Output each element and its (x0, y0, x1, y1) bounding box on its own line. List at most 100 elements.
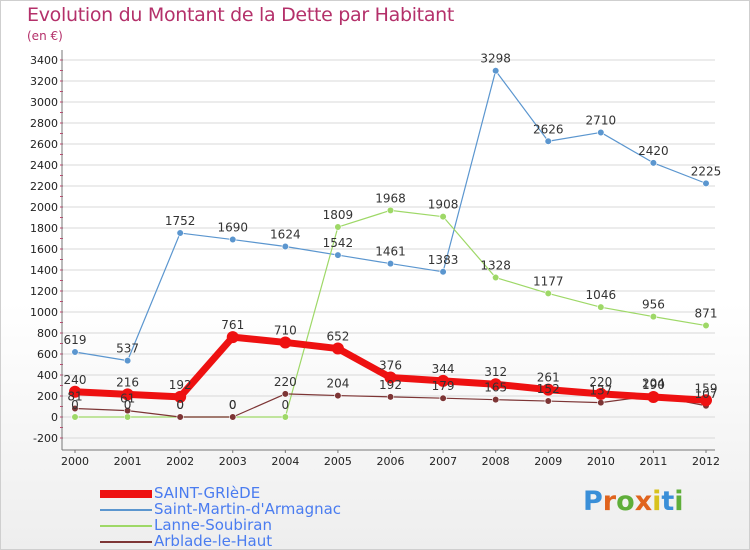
logo-letter: r (602, 486, 617, 517)
data-label: 376 (379, 359, 402, 373)
data-label: 3298 (480, 52, 511, 66)
y-tick-label: 2200 (30, 180, 58, 193)
data-point (492, 273, 500, 282)
data-point (71, 348, 79, 356)
y-tick-label: 3000 (30, 96, 58, 109)
data-label: 137 (589, 384, 612, 398)
data-point (386, 259, 395, 268)
data-label: 204 (642, 377, 665, 391)
data-point (439, 213, 447, 221)
y-tick-label: 600 (37, 348, 58, 361)
data-label: 0 (229, 398, 237, 412)
data-point (281, 413, 289, 421)
data-label: 1383 (428, 253, 459, 267)
y-tick-label: 400 (37, 369, 58, 382)
logo-letter: x (634, 486, 653, 517)
y-tick-label: 3200 (30, 75, 58, 88)
logo-letter: P (583, 486, 603, 517)
data-point (649, 159, 658, 167)
y-tick-label: 3400 (30, 54, 58, 67)
y-tick-label: -200 (33, 432, 58, 445)
data-label: 0 (176, 398, 184, 412)
x-tick-label: 2003 (219, 455, 247, 468)
data-label: 1046 (586, 288, 617, 302)
data-point (492, 67, 500, 75)
x-tick-label: 2007 (429, 455, 457, 468)
y-tick-label: 2600 (30, 138, 58, 151)
y-tick-label: 1600 (30, 243, 58, 256)
data-label: 240 (64, 373, 87, 387)
data-point (700, 394, 712, 407)
data-point (544, 289, 552, 298)
legend-label-1: Saint-Martin-d'Armagnac (154, 500, 342, 518)
data-label: 1968 (375, 191, 406, 205)
data-point (649, 313, 658, 321)
x-tick-label: 2000 (61, 455, 89, 468)
data-point (334, 251, 342, 259)
data-point (123, 357, 132, 365)
data-label: 179 (432, 379, 455, 393)
data-label: 1809 (323, 208, 354, 222)
data-label: 261 (537, 371, 560, 385)
y-tick-label: 2800 (30, 117, 58, 130)
data-point (597, 399, 605, 407)
data-point (544, 137, 552, 145)
data-label: 81 (67, 389, 82, 403)
data-point (71, 413, 79, 421)
legend-swatch-3 (100, 541, 152, 543)
x-tick-label: 2005 (324, 455, 352, 468)
data-label: 619 (64, 333, 87, 347)
chart-title: Evolution du Montant de la Dette par Hab… (27, 4, 455, 26)
data-point (229, 413, 237, 421)
y-tick-label: 200 (37, 390, 58, 403)
data-point (702, 321, 710, 330)
data-point (386, 206, 395, 214)
data-label: 537 (116, 342, 139, 356)
data-label: 1624 (270, 227, 301, 241)
data-point (544, 397, 552, 405)
data-label: 0 (71, 398, 79, 412)
data-label: 1461 (375, 245, 406, 259)
legend-label-3: Arblade-le-Haut (154, 532, 273, 550)
data-label: 710 (274, 323, 297, 337)
data-point (71, 404, 79, 413)
data-label: 216 (116, 375, 139, 389)
data-label: 1328 (480, 259, 511, 273)
logo-letter: o (616, 486, 635, 517)
data-label: 220 (589, 375, 612, 389)
y-tick-label: 1200 (30, 285, 58, 298)
data-label: 192 (379, 378, 402, 392)
data-point (121, 388, 134, 401)
x-tick-label: 2011 (639, 455, 667, 468)
data-point (542, 383, 555, 396)
x-tick-label: 2004 (271, 455, 299, 468)
data-point (176, 413, 184, 421)
data-label: 107 (695, 387, 718, 401)
logo-letter: i (674, 486, 684, 517)
x-tick-label: 2008 (482, 455, 510, 468)
x-tick-label: 2002 (166, 455, 194, 468)
data-label: 2420 (638, 144, 669, 158)
data-point (331, 342, 344, 355)
data-label: 0 (282, 398, 290, 412)
data-label: 204 (326, 377, 349, 391)
data-label: 0 (229, 398, 237, 412)
x-tick-label: 2001 (114, 455, 142, 468)
y-tick-label: 1800 (30, 222, 58, 235)
data-label: 344 (432, 362, 455, 376)
data-label: 761 (221, 318, 244, 332)
y-tick-label: 2400 (30, 159, 58, 172)
logo-letter: i (652, 486, 662, 517)
data-label: 220 (274, 375, 297, 389)
data-label: 1542 (323, 236, 354, 250)
data-label: 1690 (217, 221, 248, 235)
data-point (226, 331, 239, 344)
data-point (597, 128, 605, 137)
y-tick-label: 1400 (30, 264, 58, 277)
data-point (279, 336, 292, 349)
data-point (384, 371, 397, 384)
x-tick-label: 2012 (692, 455, 720, 468)
data-label: 1752 (165, 214, 196, 228)
